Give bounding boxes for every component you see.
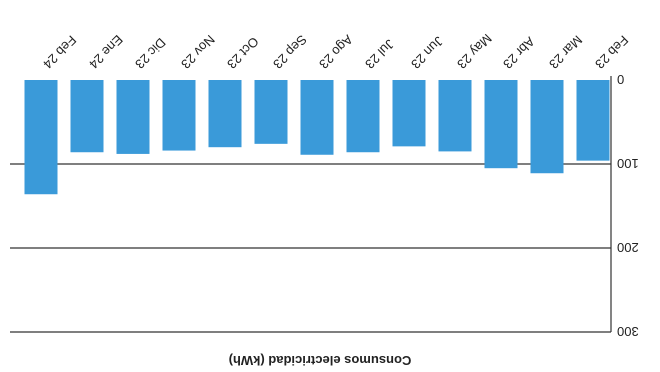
x-category-label: Ago 23: [316, 32, 356, 72]
y-tick-label: 200: [617, 240, 639, 255]
x-category-label: Oct 23: [224, 34, 262, 72]
gridlines: [10, 163, 611, 333]
bar: [438, 80, 472, 152]
y-axis-ticks: 0 100 200 300: [617, 72, 639, 339]
bar: [346, 80, 380, 153]
y-tick-label: 300: [617, 324, 639, 339]
bar: [300, 80, 334, 155]
y-tick-label: 100: [617, 156, 639, 171]
x-category-label: Jul 23: [362, 37, 397, 72]
bar: [392, 80, 426, 147]
bar: [254, 80, 288, 144]
bars: [24, 80, 610, 195]
x-category-label: Dic 23: [132, 35, 169, 72]
x-category-label: Sep 23: [270, 32, 310, 72]
x-category-label: Abr 23: [500, 34, 538, 72]
bar: [116, 80, 150, 154]
bar: [530, 80, 564, 174]
x-category-label: Feb 24: [40, 32, 79, 71]
x-category-label: Ene 24: [86, 32, 126, 72]
bar: [70, 80, 104, 153]
x-category-label: May 23: [454, 31, 495, 72]
y-tick-label: 0: [617, 72, 624, 87]
bar: [162, 80, 196, 151]
bar: [576, 80, 610, 161]
x-category-label: Nov 23: [178, 32, 218, 72]
y-axis-title: Consumos electricidad (kWh): [229, 353, 412, 368]
x-category-label: Mar 23: [546, 32, 585, 71]
bar: [484, 80, 518, 169]
bar: [24, 80, 58, 195]
x-category-label: Jun 23: [408, 33, 446, 71]
x-category-label: Feb 23: [592, 32, 631, 71]
bar: [208, 80, 242, 148]
